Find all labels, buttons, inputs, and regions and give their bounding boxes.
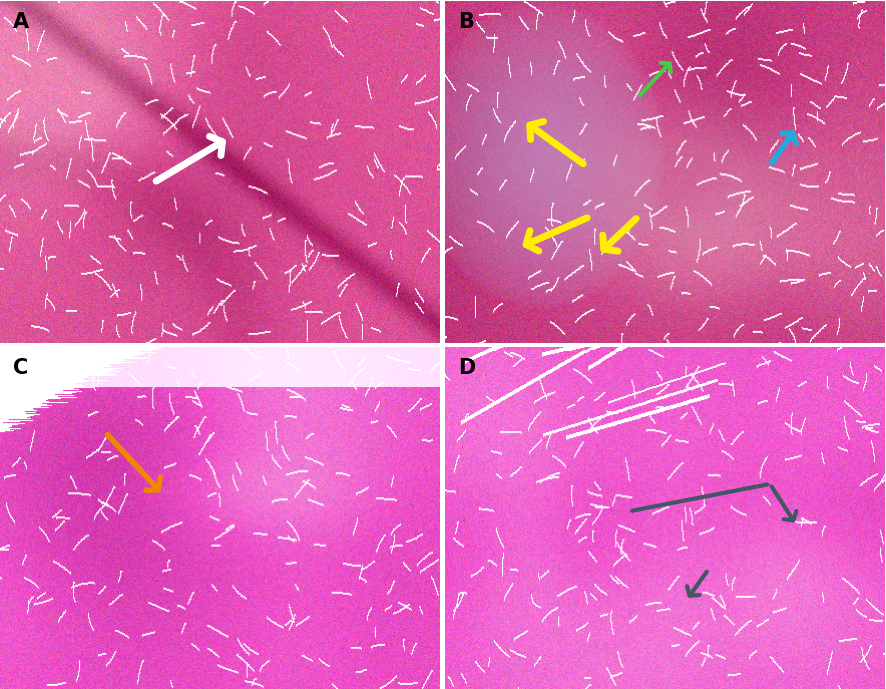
Text: B: B — [458, 12, 474, 32]
Text: C: C — [13, 358, 28, 378]
Text: D: D — [458, 358, 475, 378]
Text: A: A — [13, 12, 29, 32]
